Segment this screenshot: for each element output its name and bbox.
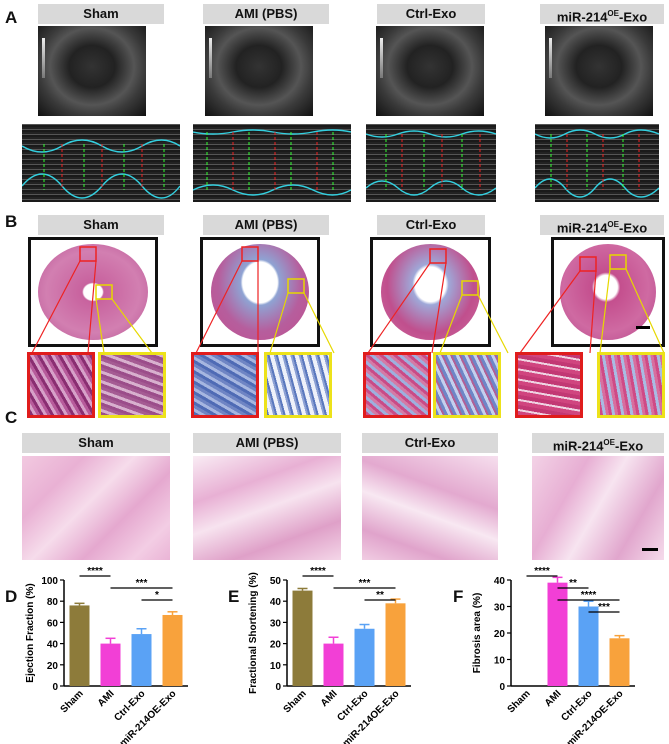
x-tick-label: Sham xyxy=(506,688,533,715)
significance-label: *** xyxy=(598,602,610,613)
he-image-mir xyxy=(532,456,664,560)
y-tick-label: 40 xyxy=(270,597,282,608)
y-tick-label: 30 xyxy=(494,603,506,614)
masson-section-ami xyxy=(200,237,320,347)
significance-label: **** xyxy=(310,566,326,577)
header-a-ctrl: Ctrl-Exo xyxy=(377,4,485,24)
bar xyxy=(385,603,406,686)
bar xyxy=(547,582,568,686)
zoom-mir-red xyxy=(515,352,583,418)
header-a-ami: AMI (PBS) xyxy=(203,4,329,24)
he-image-sham xyxy=(22,456,170,560)
panel-label-a: A xyxy=(5,8,18,27)
header-b-mir: miR-214OE-Exo xyxy=(540,215,664,235)
x-tick-label: AMI xyxy=(543,688,564,709)
header-b-ctrl: Ctrl-Exo xyxy=(377,215,485,235)
bar xyxy=(578,606,599,686)
echo-image-ami xyxy=(205,26,313,116)
significance-label: * xyxy=(155,590,159,601)
bar xyxy=(354,628,375,686)
header-c-mir: miR-214OE-Exo xyxy=(532,433,664,453)
significance-label: *** xyxy=(136,578,148,589)
x-tick-label: Sham xyxy=(59,688,86,715)
he-image-ctrl xyxy=(362,456,498,560)
y-tick-label: 30 xyxy=(270,618,282,629)
bar xyxy=(323,643,344,686)
masson-section-mir xyxy=(551,237,665,347)
y-tick-label: 20 xyxy=(47,661,59,672)
significance-label: **** xyxy=(87,566,103,577)
bar xyxy=(609,638,630,686)
scale-bar-b xyxy=(636,326,650,329)
y-tick-label: 0 xyxy=(52,682,58,693)
masson-section-ctrl xyxy=(370,237,491,347)
bar xyxy=(292,590,313,686)
bar xyxy=(100,643,121,686)
y-axis-label: Ejection Fraction (%) xyxy=(25,583,36,682)
bar xyxy=(69,605,90,686)
zoom-ctrl-red xyxy=(363,352,431,418)
zoom-connectors xyxy=(31,246,665,354)
x-tick-label: AMI xyxy=(319,688,340,709)
chart-fractional-shortening: 0 10 20 30 40 50 Fractional Shortening (%) Sham… xyxy=(248,566,411,744)
mmode-mir xyxy=(535,124,659,202)
zoom-sham-yellow xyxy=(98,352,166,418)
significance-label: ** xyxy=(376,590,384,601)
chart-ejection-fraction: 0 20 40 60 80 100 Ejection Fraction (%) Sham AMI… xyxy=(25,566,188,744)
zoom-ctrl-yellow xyxy=(433,352,501,418)
header-a-mir: miR-214OE-Exo xyxy=(540,4,664,24)
y-tick-label: 10 xyxy=(494,656,506,667)
y-axis-label: Fractional Shortening (%) xyxy=(248,572,259,694)
y-tick-label: 40 xyxy=(494,576,506,587)
header-b-sham: Sham xyxy=(38,215,164,235)
y-tick-label: 50 xyxy=(270,576,282,587)
header-b-ami: AMI (PBS) xyxy=(203,215,329,235)
panel-label-b: B xyxy=(5,212,18,231)
header-c-ami: AMI (PBS) xyxy=(193,433,341,453)
zoom-sham-red xyxy=(27,352,95,418)
panel-label-e: E xyxy=(228,587,240,606)
panel-label-f: F xyxy=(453,587,464,606)
he-image-ami xyxy=(193,456,341,560)
header-a-sham: Sham xyxy=(38,4,164,24)
panel-label-c: C xyxy=(5,408,18,427)
mmode-ami xyxy=(193,124,351,202)
significance-label: **** xyxy=(581,590,597,601)
x-tick-label: AMI xyxy=(96,688,117,709)
mmode-sham xyxy=(22,124,180,202)
y-tick-label: 20 xyxy=(494,629,506,640)
echo-image-ctrl xyxy=(376,26,484,116)
y-tick-label: 20 xyxy=(270,640,282,651)
zoom-ami-yellow xyxy=(264,352,332,418)
y-tick-label: 0 xyxy=(499,682,505,693)
bar xyxy=(131,634,152,686)
significance-label: ** xyxy=(569,578,577,589)
y-tick-label: 0 xyxy=(275,682,281,693)
panel-label-d: D xyxy=(5,587,18,606)
scale-bar-c xyxy=(642,548,658,551)
echo-image-mir xyxy=(545,26,653,116)
zoom-mir-yellow xyxy=(597,352,665,418)
header-c-ctrl: Ctrl-Exo xyxy=(362,433,498,453)
x-tick-label: Sham xyxy=(282,688,309,715)
bar xyxy=(162,614,183,686)
significance-label: *** xyxy=(359,578,371,589)
y-tick-label: 100 xyxy=(41,576,58,587)
mmode-ctrl xyxy=(366,124,496,202)
y-tick-label: 10 xyxy=(270,661,282,672)
zoom-ami-red xyxy=(191,352,259,418)
y-tick-label: 80 xyxy=(47,597,59,608)
echo-image-sham xyxy=(38,26,146,116)
y-tick-label: 40 xyxy=(47,640,59,651)
y-tick-label: 60 xyxy=(47,618,59,629)
y-axis-label: Fibrosis area (%) xyxy=(472,593,483,674)
header-c-sham: Sham xyxy=(22,433,170,453)
significance-label: **** xyxy=(534,566,550,577)
